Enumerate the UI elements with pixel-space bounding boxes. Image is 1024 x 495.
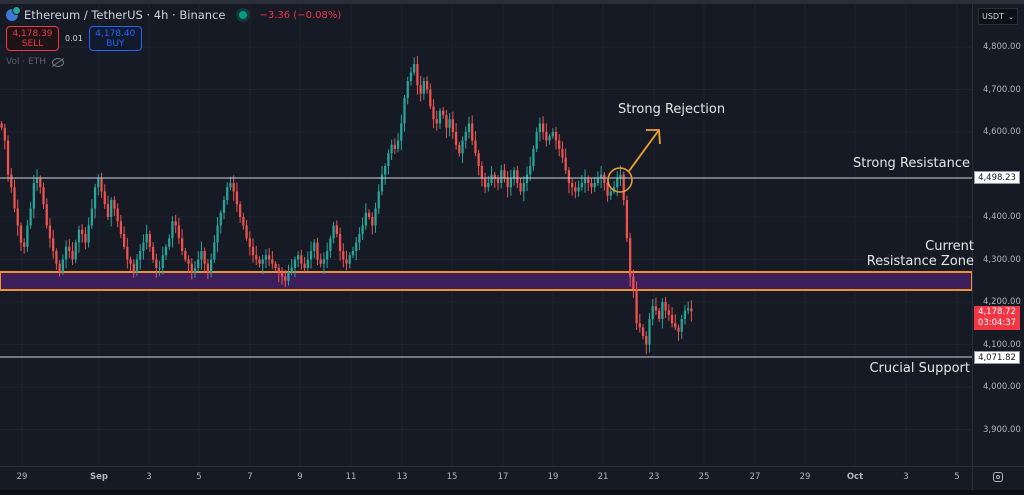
- time-tick: 3: [903, 472, 909, 482]
- time-tick: 29: [16, 472, 28, 482]
- bar-countdown: 03:04:37: [977, 318, 1017, 328]
- support-price-label: 4,071.82: [974, 351, 1020, 364]
- time-axis[interactable]: [0, 466, 972, 491]
- volume-indicator-legend[interactable]: Vol · ETH: [6, 57, 64, 67]
- time-tick: 15: [446, 472, 458, 482]
- time-tick: 9: [297, 472, 303, 482]
- price-tick: 4,000.00: [983, 382, 1021, 392]
- time-tick: 5: [954, 472, 960, 482]
- chart-pane[interactable]: [0, 4, 972, 466]
- time-tick: 3: [146, 472, 152, 482]
- time-tick: Oct: [846, 472, 864, 482]
- symbol-title[interactable]: Ethereum / TetherUS · 4h · Binance: [24, 8, 226, 22]
- sell-label: SELL: [21, 38, 44, 49]
- annotation-current-resistance-line1: Current: [925, 239, 974, 254]
- ethereum-icon: [6, 6, 21, 21]
- time-tick: 7: [247, 472, 253, 482]
- sell-button[interactable]: 4,178.39 SELL: [6, 26, 59, 51]
- price-tick: 4,800.00: [983, 42, 1021, 52]
- sell-price: 4,178.39: [12, 28, 53, 39]
- trade-panel: 4,178.39 SELL 0.01 4,178.40 BUY: [6, 26, 142, 51]
- price-tick: 4,100.00: [983, 339, 1021, 350]
- time-tick: 29: [799, 472, 811, 482]
- time-tick: 19: [547, 472, 559, 482]
- chevron-down-icon: ⌄: [1008, 12, 1014, 21]
- price-tick: 4,600.00: [983, 127, 1021, 137]
- time-tick: 23: [648, 472, 660, 482]
- time-tick: 17: [497, 472, 509, 482]
- eye-hidden-icon[interactable]: [52, 57, 64, 67]
- bottom-strip: [0, 490, 1024, 495]
- buy-button[interactable]: 4,178.40 BUY: [88, 26, 142, 51]
- resistance-price-label: 4,498.23: [974, 171, 1020, 184]
- time-tick: 13: [396, 472, 408, 482]
- volume-label: Vol · ETH: [6, 57, 46, 67]
- price-tick: 4,700.00: [983, 84, 1021, 95]
- time-tick: 27: [749, 472, 761, 482]
- currency-select[interactable]: USDT ⌄: [978, 8, 1018, 25]
- time-tick: 21: [597, 472, 609, 482]
- settings-gear-icon[interactable]: [993, 472, 1003, 482]
- current-price: 4,178.72: [978, 307, 1016, 317]
- annotation-strong-rejection: Strong Rejection: [618, 102, 726, 117]
- spread-value: 0.01: [65, 34, 83, 43]
- time-tick: 11: [345, 472, 357, 482]
- market-open-icon: [239, 11, 248, 19]
- price-tick: 4,400.00: [983, 212, 1021, 222]
- price-change: −3.36 (−0.08%): [259, 9, 342, 21]
- price-tick: 3,900.00: [983, 424, 1021, 435]
- price-axis[interactable]: [972, 4, 1024, 466]
- time-tick: 25: [698, 472, 710, 482]
- window-top-bar: [0, 0, 1024, 4]
- symbol-legend: Ethereum / TetherUS · 4h · Binance −3.36…: [6, 6, 342, 22]
- buy-price: 4,178.40: [95, 28, 136, 39]
- currency-label: USDT: [982, 12, 1004, 21]
- current-price-label: 4,178.72 03:04:37: [974, 306, 1020, 330]
- time-tick: 5: [196, 472, 202, 482]
- annotation-strong-resistance: Strong Resistance: [852, 156, 970, 171]
- buy-label: BUY: [106, 38, 125, 49]
- price-tick: 4,300.00: [983, 254, 1021, 265]
- time-tick: Sep: [90, 472, 108, 482]
- resistance-zone: [0, 271, 972, 291]
- annotation-crucial-support: Crucial Support: [869, 361, 970, 376]
- annotation-current-resistance-line2: Resistance Zone: [866, 254, 974, 269]
- candlestick-chart[interactable]: [0, 0, 972, 466]
- price-tick: 4,200.00: [983, 297, 1021, 307]
